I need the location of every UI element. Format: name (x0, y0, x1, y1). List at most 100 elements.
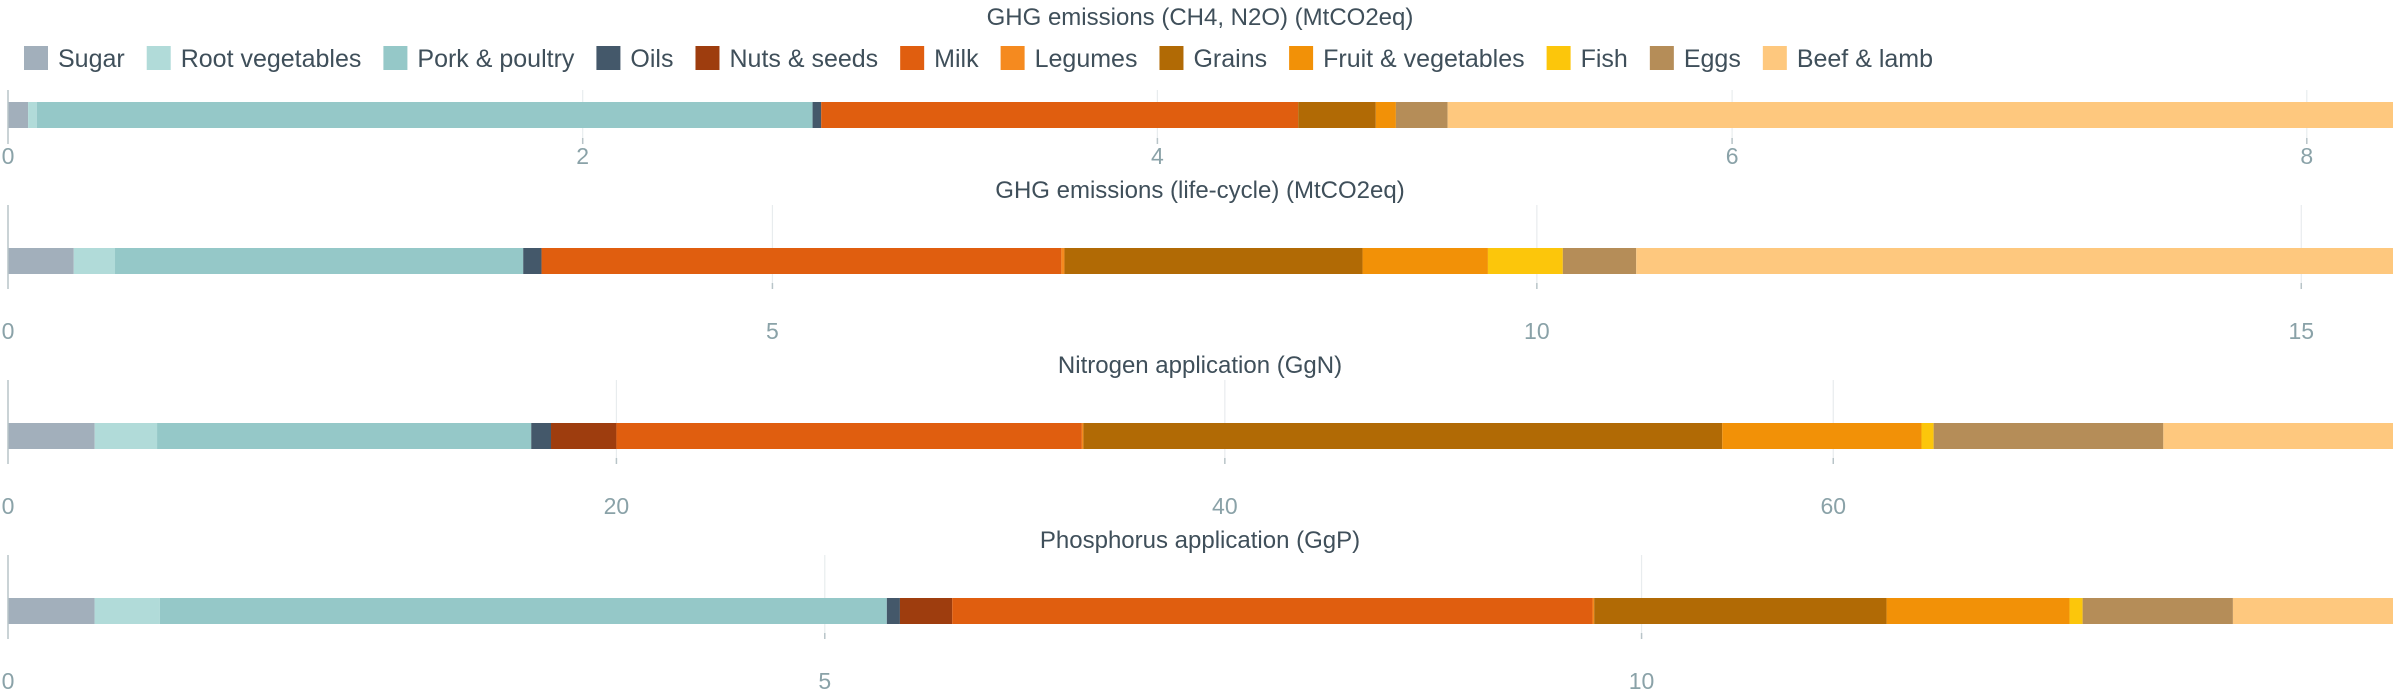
x-tick-label: 5 (818, 668, 831, 694)
legend-label: Eggs (1684, 45, 1741, 73)
x-tick-label: 10 (1629, 668, 1655, 694)
bar-segment-beef-and-lamb[interactable] (1636, 248, 2393, 274)
chart-panel-3: Nitrogen application (GgN) 0 20 40 60 (2, 352, 2393, 519)
bar-segment-nuts-and-seeds[interactable] (899, 598, 953, 624)
chart-panel-2: GHG emissions (life-cycle) (MtCO2eq) 0 5 10… (2, 177, 2393, 344)
legend-label: Pork & poultry (417, 45, 575, 73)
bar-segment-legumes[interactable] (1081, 423, 1084, 449)
bar-segment-nuts-and-seeds[interactable] (551, 423, 617, 449)
bar-segment-pork-and-poultry[interactable] (115, 248, 524, 274)
bar-segment-oils[interactable] (531, 423, 552, 449)
chart-panel-1: GHG emissions (CH4, N2O) (MtCO2eq) 0 2 4 6 8 (2, 4, 2393, 169)
bar-segment-pork-and-poultry[interactable] (36, 102, 813, 128)
bar-segment-legumes[interactable] (1592, 598, 1595, 624)
bar-segment-root-vegetables[interactable] (28, 102, 37, 128)
bar-segment-fruit-and-vegetables[interactable] (1722, 423, 1922, 449)
bar-segment-fish[interactable] (1487, 248, 1563, 274)
x-tick-label: 60 (1820, 493, 1846, 519)
bar-segment-grains[interactable] (1064, 248, 1363, 274)
legend-swatch (383, 46, 408, 70)
bar-segment-fish[interactable] (1921, 423, 1934, 449)
legend-label: Nuts & seeds (729, 45, 878, 73)
bar-segment-grains[interactable] (1083, 423, 1723, 449)
bar-segment-sugar[interactable] (8, 598, 95, 624)
legend-item-fruit-and-vegetables[interactable]: Fruit & vegetables (1289, 45, 1525, 73)
legend-swatch (695, 46, 720, 70)
legend-swatch (1000, 46, 1025, 70)
chart-title: Phosphorus application (GgP) (1040, 527, 1360, 554)
legend-item-sugar[interactable]: Sugar (24, 45, 125, 73)
bar-segment-sugar[interactable] (8, 423, 95, 449)
legend-item-eggs[interactable]: Eggs (1649, 45, 1741, 73)
x-tick-label: 15 (2288, 318, 2314, 344)
bar-segment-grains[interactable] (1594, 598, 1887, 624)
bar-segment-beef-and-lamb[interactable] (2232, 598, 2393, 624)
legend-item-legumes[interactable]: Legumes (1000, 45, 1138, 73)
bar-segment-eggs[interactable] (1562, 248, 1637, 274)
bar-segment-grains[interactable] (1298, 102, 1376, 128)
chart-title: Nitrogen application (GgN) (1058, 352, 1342, 379)
bar-segment-milk[interactable] (821, 102, 1299, 128)
bar-segment-fruit-and-vegetables[interactable] (1886, 598, 2070, 624)
legend-swatch (1159, 46, 1184, 70)
legend-swatch (1649, 46, 1674, 70)
legend-item-grains[interactable]: Grains (1159, 45, 1267, 73)
x-tick-label: 0 (2, 318, 15, 344)
legend-swatch (596, 46, 621, 70)
bar-segment-root-vegetables[interactable] (73, 248, 116, 274)
legend-label: Beef & lamb (1797, 45, 1933, 73)
bar-segment-oils[interactable] (886, 598, 900, 624)
bar-segment-oils[interactable] (523, 248, 542, 274)
bar-segment-pork-and-poultry[interactable] (157, 423, 532, 449)
x-tick-label: 10 (1524, 318, 1550, 344)
legend-item-nuts-and-seeds[interactable]: Nuts & seeds (695, 45, 878, 73)
bar-segment-pork-and-poultry[interactable] (159, 598, 887, 624)
bar-segment-milk[interactable] (952, 598, 1593, 624)
chart-panels: GHG emissions (CH4, N2O) (MtCO2eq)0 2 4 6 8G… (2, 4, 2393, 694)
bar-segment-fruit-and-vegetables[interactable] (1362, 248, 1488, 274)
bar-segment-eggs[interactable] (2082, 598, 2233, 624)
bar-segment-legumes[interactable] (1061, 248, 1065, 274)
legend-swatch (1289, 46, 1314, 70)
legend-item-root-vegetables[interactable]: Root vegetables (146, 45, 362, 73)
bar-segment-fish[interactable] (2069, 598, 2083, 624)
legend-swatch (146, 46, 171, 70)
legend-swatch (24, 46, 48, 70)
bar-segment-beef-and-lamb[interactable] (2163, 423, 2393, 449)
bar-segment-oils[interactable] (812, 102, 822, 128)
bar-segment-sugar[interactable] (8, 248, 74, 274)
x-tick-label: 4 (1151, 143, 1164, 169)
bar-segment-milk[interactable] (616, 423, 1082, 449)
legend-item-fish[interactable]: Fish (1546, 45, 1628, 73)
legend-swatch (1762, 46, 1787, 70)
x-tick-label: 20 (604, 493, 630, 519)
legend-item-milk[interactable]: Milk (900, 45, 979, 73)
legend-label: Root vegetables (181, 45, 362, 73)
legend-label: Legumes (1035, 45, 1138, 73)
legend-item-pork-and-poultry[interactable]: Pork & poultry (383, 45, 575, 73)
x-tick-label: 2 (576, 143, 589, 169)
bar-segment-eggs[interactable] (1395, 102, 1448, 128)
legend-item-oils[interactable]: Oils (596, 45, 673, 73)
bar-segment-beef-and-lamb[interactable] (1447, 102, 2393, 128)
bar-segment-root-vegetables[interactable] (94, 423, 158, 449)
legend-swatch (900, 46, 925, 70)
x-tick-label: 40 (1212, 493, 1238, 519)
chart-legend: Sugar Root vegetables Pork & poultry Oils Nu… (24, 45, 1933, 73)
x-tick-label: 0 (2, 493, 15, 519)
legend-label: Fruit & vegetables (1323, 45, 1525, 73)
bar-segment-sugar[interactable] (8, 102, 29, 128)
legend-item-beef-and-lamb[interactable]: Beef & lamb (1762, 45, 1933, 73)
bar-segment-root-vegetables[interactable] (94, 598, 160, 624)
bar-segment-eggs[interactable] (1933, 423, 2164, 449)
legend-label: Fish (1581, 45, 1628, 73)
x-tick-label: 5 (766, 318, 779, 344)
legend-label: Milk (934, 45, 979, 73)
bar-segment-fruit-and-vegetables[interactable] (1375, 102, 1396, 128)
bar-segment-milk[interactable] (541, 248, 1062, 274)
chart-panel-4: Phosphorus application (GgP) 0 5 10 (2, 527, 2393, 694)
x-tick-label: 6 (1726, 143, 1739, 169)
x-tick-label: 8 (2300, 143, 2313, 169)
